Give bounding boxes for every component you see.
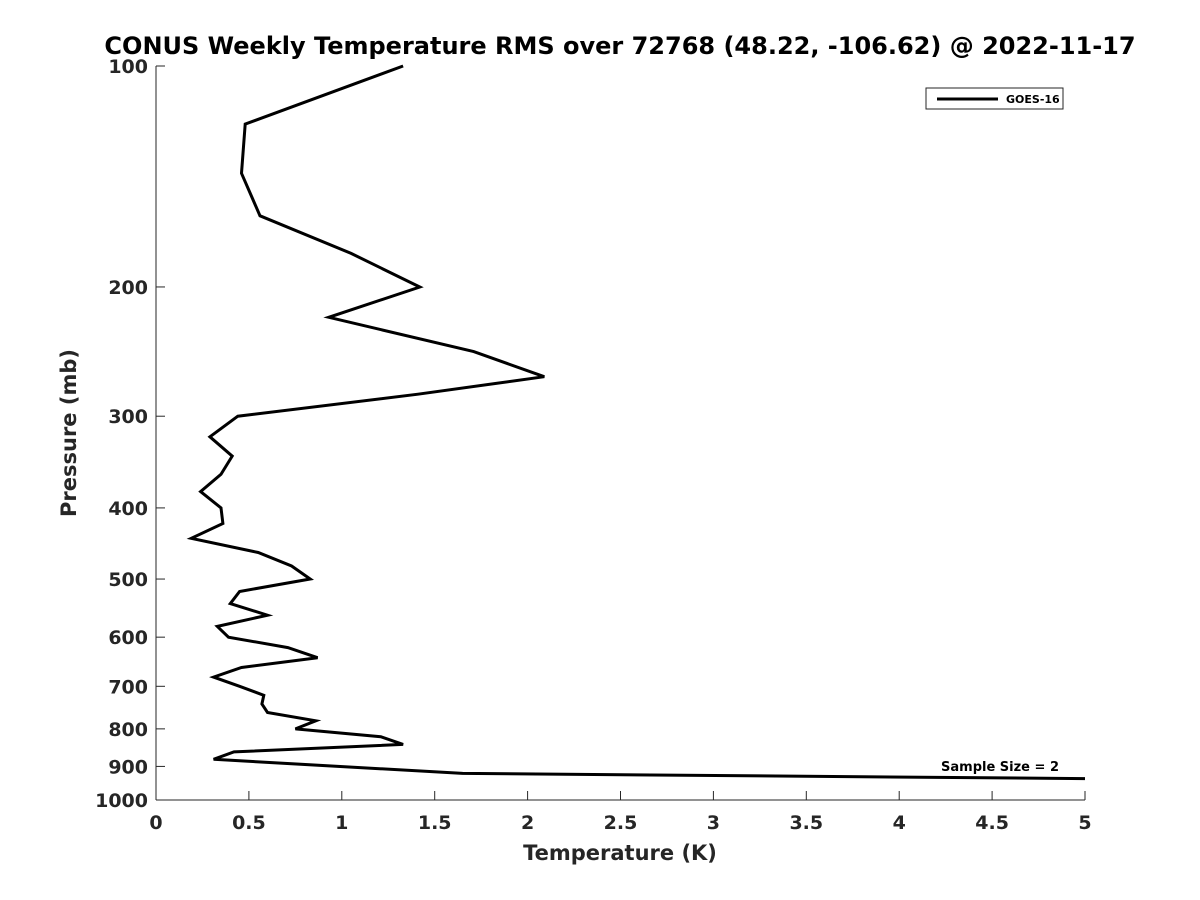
chart-title: CONUS Weekly Temperature RMS over 72768 … [104,32,1135,60]
legend-label-goes-16: GOES-16 [1006,93,1060,106]
x-tick-label: 4.5 [975,812,1009,834]
y-tick-label: 600 [108,627,148,649]
x-tick-label: 3 [707,812,720,834]
y-tick-label: 100 [108,56,148,78]
y-tick-label: 500 [108,569,148,591]
y-tick-label: 300 [108,406,148,428]
y-axis-label: Pressure (mb) [57,349,81,517]
sample-size-annotation: Sample Size = 2 [941,760,1059,775]
x-tick-label: 4 [893,812,906,834]
x-tick-label: 2.5 [604,812,638,834]
y-tick-label: 400 [108,498,148,520]
x-tick-label: 1 [335,812,348,834]
x-tick-label: 0.5 [232,812,266,834]
x-tick-label: 3.5 [789,812,823,834]
series-layer [186,64,1086,781]
x-axis-label: Temperature (K) [523,841,717,865]
y-tick-label: 200 [108,277,148,299]
y-tick-label: 900 [108,756,148,778]
x-tick-label: 0 [149,812,162,834]
x-tick-label: 5 [1078,812,1091,834]
series-line-goes-16 [186,64,1086,781]
axes: 0 0.5 1 1.5 2 2.5 3 3.5 4 4.5 5 100 200 300 400 500 600 7… [95,56,1092,834]
x-tick-label: 2 [521,812,534,834]
legend: GOES-16 [925,87,1064,110]
y-tick-label: 800 [108,719,148,741]
y-tick-label: 1000 [95,790,148,812]
y-tick-label: 700 [108,676,148,698]
x-tick-label: 1.5 [418,812,452,834]
